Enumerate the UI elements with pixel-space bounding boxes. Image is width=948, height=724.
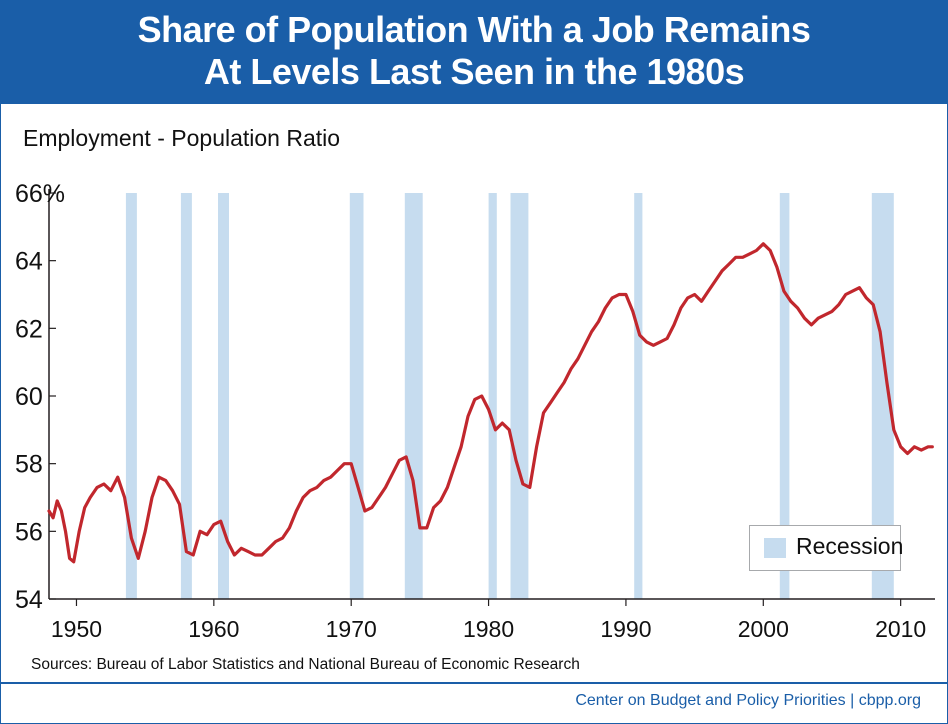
legend-recession-swatch <box>764 538 786 558</box>
recession-band-0 <box>125 193 137 599</box>
recession-band-6 <box>510 193 529 599</box>
chart-title-line-1: Share of Population With a Job Remains <box>137 9 811 50</box>
recession-band-3 <box>349 193 364 599</box>
y-tick-label-62: 62 <box>15 315 43 343</box>
y-tick-label-66%: 66% <box>15 180 65 208</box>
y-tick-label-60: 60 <box>15 383 43 411</box>
y-tick-label-56: 56 <box>15 518 43 546</box>
y-tick-label-54: 54 <box>15 586 43 614</box>
footer-divider <box>1 682 947 684</box>
y-axis-label: Employment - Population Ratio <box>23 125 341 151</box>
recession-band-7 <box>634 193 643 599</box>
legend: Recession <box>749 525 904 571</box>
chart-title-line-2: At Levels Last Seen in the 1980s <box>203 51 745 92</box>
y-tick-label-58: 58 <box>15 451 43 479</box>
x-tick-label-1950: 1950 <box>51 616 102 642</box>
title-banner: Share of Population With a Job Remains A… <box>1 1 947 104</box>
y-tick-label-64: 64 <box>15 248 43 276</box>
x-tick-label-1960: 1960 <box>188 616 239 642</box>
legend-recession-label: Recession <box>796 533 904 559</box>
x-tick-label-1980: 1980 <box>463 616 514 642</box>
recession-band-9 <box>871 193 894 599</box>
recession-band-1 <box>180 193 192 599</box>
x-tick-label-1990: 1990 <box>600 616 651 642</box>
x-tick-label-2000: 2000 <box>738 616 789 642</box>
recession-band-5 <box>488 193 497 599</box>
credit-line: Center on Budget and Policy Priorities |… <box>575 692 921 709</box>
recession-band-2 <box>218 193 229 599</box>
x-tick-label-1970: 1970 <box>326 616 377 642</box>
sources-note: Sources: Bureau of Labor Statistics and … <box>31 656 580 673</box>
recession-band-8 <box>779 193 790 599</box>
employment-population-ratio-line <box>47 242 934 564</box>
recession-band-4 <box>404 193 423 599</box>
x-tick-label-2010: 2010 <box>875 616 926 642</box>
